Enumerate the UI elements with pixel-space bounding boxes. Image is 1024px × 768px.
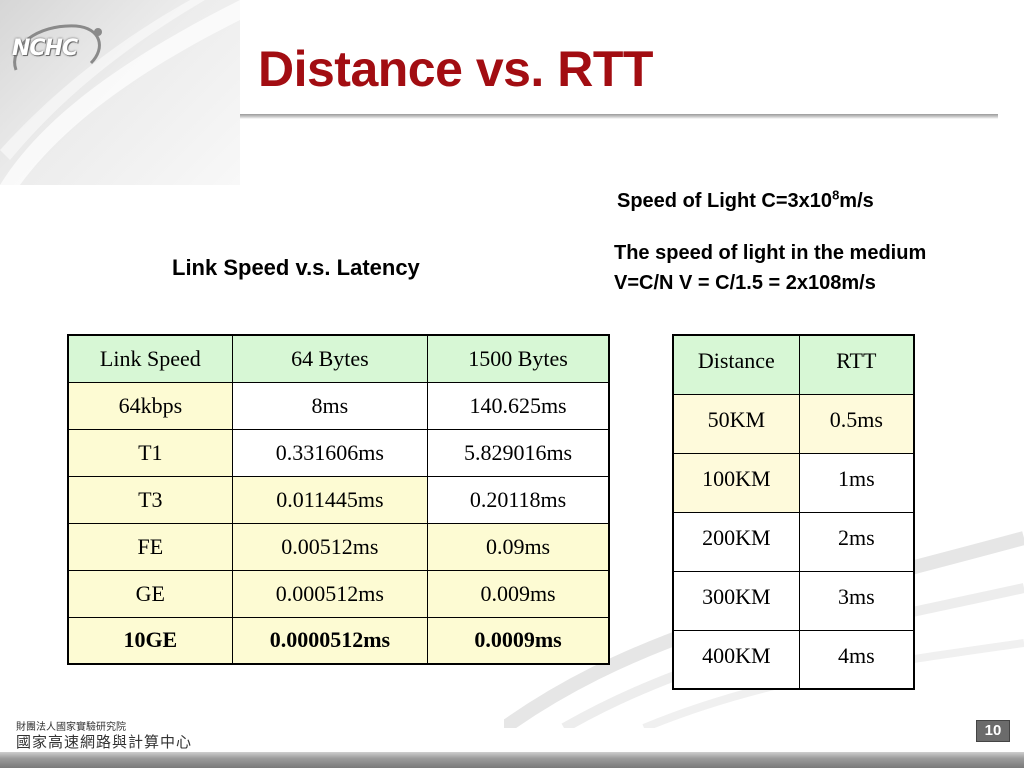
table-row: FE 0.00512ms 0.09ms <box>67 522 610 571</box>
table-cell: 0.011445ms <box>231 475 429 524</box>
table-row: 400KM 4ms <box>672 629 915 690</box>
table-row: T3 0.011445ms 0.20118ms <box>67 475 610 524</box>
table-header-cell: Link Speed <box>67 334 233 383</box>
table-cell: 100KM <box>672 452 800 513</box>
medium-speed-line1: The speed of light in the medium <box>614 242 927 264</box>
table-row: T1 0.331606ms 5.829016ms <box>67 428 610 477</box>
speed-of-light-suffix: m/s <box>839 190 874 212</box>
latency-table: Link Speed 64 Bytes 1500 Bytes 64kbps 8m… <box>67 334 610 665</box>
table-cell: 200KM <box>672 511 800 572</box>
background-swoosh <box>0 0 240 185</box>
table-row: 64kbps 8ms 140.625ms <box>67 381 610 430</box>
table-cell: 0.0009ms <box>427 616 610 665</box>
table-cell: 0.000512ms <box>231 569 429 618</box>
table-header-cell: 64 Bytes <box>231 334 429 383</box>
speed-of-light-prefix: Speed of Light C=3x10 <box>617 190 833 212</box>
table-cell: 0.5ms <box>798 393 915 454</box>
medium-speed-line2: V=C/N V = C/1.5 = 2x108m/s <box>614 272 876 294</box>
page-number: 10 <box>976 720 1010 742</box>
footer-org-parent: 財團法人國家實驗研究院 <box>16 722 126 733</box>
table-cell: 3ms <box>798 570 915 631</box>
table-cell: 0.331606ms <box>231 428 429 477</box>
title-rule <box>240 114 998 119</box>
table-row: 50KM 0.5ms <box>672 393 915 454</box>
table-row: 300KM 3ms <box>672 570 915 631</box>
speed-of-light-note: Speed of Light C=3x108m/s <box>617 186 874 216</box>
table-cell: 140.625ms <box>427 381 610 430</box>
table-header-row: Link Speed 64 Bytes 1500 Bytes <box>67 334 610 383</box>
table-cell: GE <box>67 569 233 618</box>
table-cell: 300KM <box>672 570 800 631</box>
table-row: GE 0.000512ms 0.009ms <box>67 569 610 618</box>
table-cell: 64kbps <box>67 381 233 430</box>
bottom-bar <box>0 752 1024 768</box>
table-cell: 10GE <box>67 616 233 665</box>
speed-of-light-exponent: 8 <box>832 187 840 203</box>
table-header-cell: RTT <box>798 334 915 395</box>
table-cell: 0.00512ms <box>231 522 429 571</box>
table-cell: 400KM <box>672 629 800 690</box>
table-cell: 1ms <box>798 452 915 513</box>
table-cell: 50KM <box>672 393 800 454</box>
nchc-logo-icon <box>13 24 102 71</box>
table-cell: 0.20118ms <box>427 475 610 524</box>
slide-title: Distance vs. RTT <box>258 41 653 97</box>
table-cell: 0.09ms <box>427 522 610 571</box>
table-cell: FE <box>67 522 233 571</box>
table-row: 200KM 2ms <box>672 511 915 572</box>
table-header-cell: 1500 Bytes <box>427 334 610 383</box>
table-header-cell: Distance <box>672 334 800 395</box>
table-cell: 5.829016ms <box>427 428 610 477</box>
table-cell: T3 <box>67 475 233 524</box>
medium-speed-note: The speed of light in the medium V=C/N V… <box>614 238 926 298</box>
latency-table-caption: Link Speed v.s. Latency <box>172 255 420 280</box>
logo-text: NCHC <box>12 36 78 61</box>
table-cell: 0.0000512ms <box>231 616 429 665</box>
table-cell: 2ms <box>798 511 915 572</box>
table-row: 10GE 0.0000512ms 0.0009ms <box>67 616 610 665</box>
table-cell: T1 <box>67 428 233 477</box>
table-cell: 0.009ms <box>427 569 610 618</box>
table-cell: 4ms <box>798 629 915 690</box>
rtt-table: Distance RTT 50KM 0.5ms 100KM 1ms 200KM … <box>672 334 915 690</box>
table-cell: 8ms <box>231 381 429 430</box>
table-header-row: Distance RTT <box>672 334 915 395</box>
footer-org-name: 國家高速網路與計算中心 <box>16 733 193 751</box>
table-row: 100KM 1ms <box>672 452 915 513</box>
